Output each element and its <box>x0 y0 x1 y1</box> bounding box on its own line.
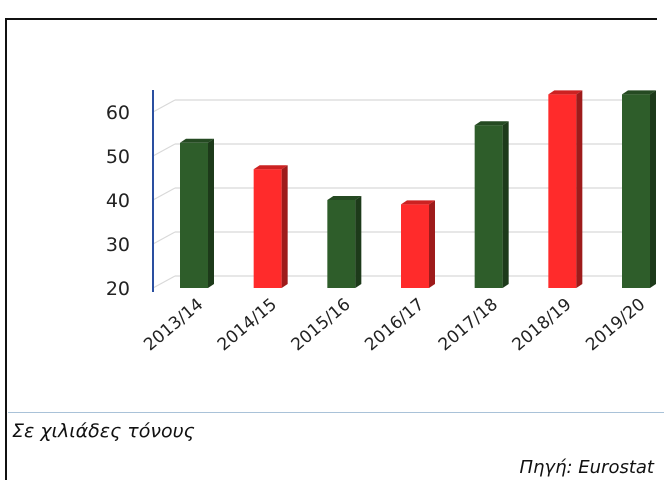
y-tick-label: 60 <box>106 102 130 124</box>
figure-frame <box>5 18 657 480</box>
bar-side <box>355 196 362 288</box>
bar-2018-19 <box>548 90 583 289</box>
bar-2015-16 <box>327 196 362 288</box>
bar-front <box>327 200 356 288</box>
gridline-depth <box>152 99 176 113</box>
unit-note: Σε χιλιάδες τόνους <box>12 420 195 442</box>
footer-divider <box>8 412 664 413</box>
bar-front <box>622 94 650 289</box>
bar-top <box>622 90 656 95</box>
gridline-depth <box>152 231 176 245</box>
bar-side <box>429 200 435 288</box>
y-tick-label: 50 <box>106 146 130 168</box>
bar-front <box>401 204 429 288</box>
bar-front <box>180 142 208 288</box>
bar-top <box>548 90 583 95</box>
gridline-depth <box>152 275 176 289</box>
bar-side <box>208 138 214 288</box>
x-tick-label: 2014/15 <box>214 295 281 356</box>
bar-2013-14 <box>180 138 214 288</box>
x-tick-label: 2016/17 <box>361 295 428 356</box>
bar-front <box>253 169 282 288</box>
bar-side <box>650 90 656 289</box>
bar-2016-17 <box>401 200 435 288</box>
x-tick-label: 2015/16 <box>288 295 355 356</box>
bar-front <box>548 94 577 289</box>
bar-top <box>401 200 435 205</box>
y-tick-label: 20 <box>106 278 130 300</box>
bar-front <box>474 125 503 288</box>
x-tick-label: 2018/19 <box>509 295 576 356</box>
bar-2017-18 <box>474 121 509 288</box>
bar-side <box>502 121 509 288</box>
gridline-depth <box>152 187 176 201</box>
bar-top <box>474 121 509 126</box>
bar-side <box>281 165 288 288</box>
bar-2014-15 <box>253 165 288 288</box>
source-note: Πηγή: Eurostat <box>519 457 654 478</box>
gridline-depth <box>152 143 176 157</box>
x-tick-label: 2019/20 <box>582 295 649 356</box>
x-tick-label: 2017/18 <box>435 295 502 356</box>
bar-top <box>180 138 214 143</box>
x-tick-label: 2013/14 <box>140 295 207 356</box>
bar-2019-20 <box>622 90 656 289</box>
y-tick-label: 40 <box>106 190 130 212</box>
bar-top <box>253 165 288 170</box>
y-tick-label: 30 <box>106 234 130 256</box>
bar-side <box>576 90 583 289</box>
bar-top <box>327 196 362 200</box>
